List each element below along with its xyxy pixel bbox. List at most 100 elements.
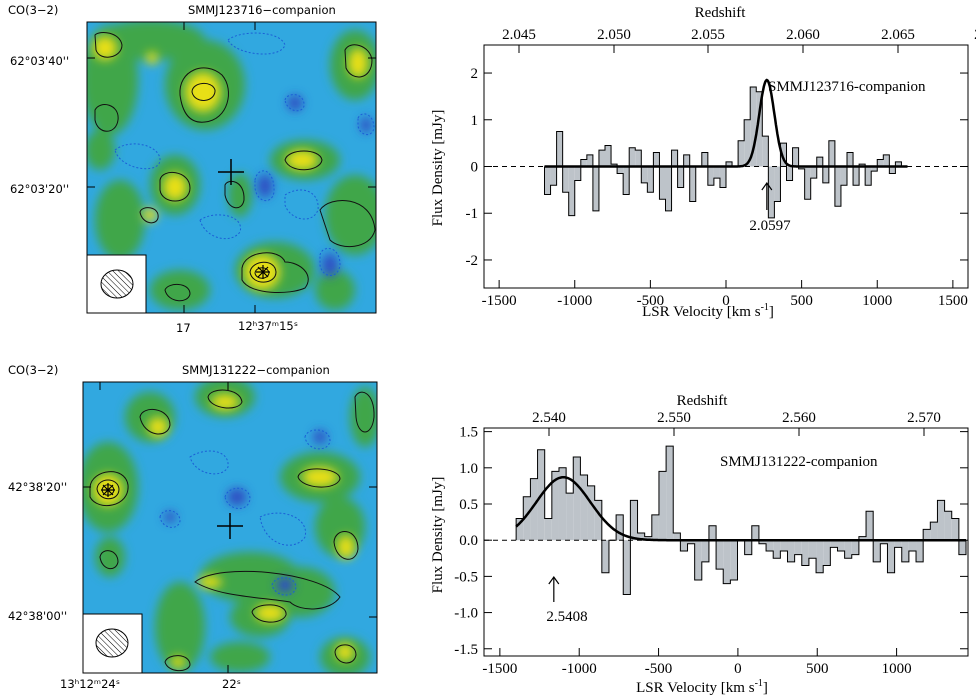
spectrum-bar — [830, 540, 838, 548]
source-annotation: SMMJ123716-companion — [768, 79, 926, 95]
spectrum-bar — [873, 540, 881, 562]
spectrum-step-outline — [544, 86, 908, 219]
spectrum-bar — [617, 166, 624, 174]
spectrum-bar — [766, 540, 774, 552]
spectrum-bar — [774, 166, 781, 202]
spectrum-bar — [866, 511, 874, 541]
spectrum-bar — [562, 166, 569, 193]
redshift-arrow-head — [761, 181, 773, 191]
top-tick-label: 2.060 — [786, 27, 820, 43]
spectrum-bar — [708, 525, 717, 541]
spectrum-bar — [550, 166, 557, 186]
spectrum-bar — [687, 540, 695, 544]
map-source-label: SMMJ123716−companion — [188, 3, 336, 17]
spectrum-bar — [828, 140, 835, 167]
spectrum-bar — [630, 500, 638, 541]
spectrum-bar — [637, 532, 645, 541]
spectrum-bar — [816, 540, 824, 573]
contour-map-image — [82, 381, 378, 674]
x-tick-label: 500 — [790, 293, 813, 309]
spectrum-bar — [780, 540, 788, 552]
spectrum-bar — [810, 166, 817, 179]
spectrum-bar — [594, 500, 602, 541]
x-tick-label: -1000 — [557, 293, 592, 309]
co-map-panel-1: CO(3−2) SMMJ123716−companion 62°03'40'' … — [0, 0, 400, 340]
spectrum-bar — [523, 496, 531, 541]
spectrum-bar — [580, 475, 588, 541]
x-tick-label: 1500 — [938, 293, 968, 309]
top-tick-label: 2.550 — [657, 410, 691, 426]
y-tick-label: -1.0 — [454, 606, 478, 622]
spectrum-bar — [713, 166, 720, 179]
dec-tick-label: 42°38'20'' — [8, 480, 68, 494]
spectrum-bar — [887, 540, 895, 573]
spectrum-bar — [665, 166, 672, 211]
spectrum-bar — [701, 152, 708, 167]
spectrum-bar — [629, 147, 636, 167]
spectrum-bar — [758, 540, 767, 544]
spectrum-bar — [840, 166, 847, 186]
spectrum-bar — [516, 518, 524, 541]
spectrum-bar — [671, 150, 678, 167]
x-tick-label: 1000 — [862, 293, 892, 309]
y-tick-label: -1 — [466, 206, 479, 222]
spectrum-bar — [853, 166, 860, 186]
x-axis-title: LSR Velocity [km s-1] — [636, 678, 768, 696]
spectrum-bar — [544, 166, 551, 195]
top-tick-label: 2.570 — [907, 410, 941, 426]
top-tick-label: 2.055 — [691, 27, 725, 43]
spectrum-bar — [801, 540, 809, 566]
gaussian-fit-line — [544, 78, 908, 168]
spectrum-bar — [641, 166, 648, 183]
x-tick-label: 500 — [806, 661, 829, 677]
map-source-label: SMMJ131222−companion — [182, 363, 330, 377]
spectrum-bar — [658, 471, 667, 541]
spectrum-bar — [601, 540, 609, 573]
spectrum-bar — [930, 522, 938, 541]
x-axis-title: LSR Velocity [km s-1] — [642, 302, 774, 320]
spectrum-bar — [587, 485, 595, 541]
top-tick-label: 2.065 — [881, 27, 915, 43]
spectrum-bar — [738, 140, 745, 167]
spectrum-bar — [780, 143, 787, 167]
ra-tick-label: 12ʰ37ᵐ15ˢ — [238, 319, 299, 333]
spectrum-bar — [792, 147, 799, 167]
spectrum-bar — [958, 540, 967, 555]
y-tick-label: -0.5 — [454, 569, 478, 585]
spectrum-bar — [894, 540, 902, 548]
ra-tick-label: 13ʰ12ᵐ24ˢ — [60, 677, 121, 691]
spectrum-bar — [901, 540, 909, 562]
spectrum-bar — [616, 514, 624, 541]
co-map-panel-2: CO(3−2) SMMJ131222−companion 42°38'20'' … — [0, 357, 400, 697]
spectrum-bar — [677, 166, 684, 188]
dec-tick-label: 42°38'00'' — [8, 609, 68, 623]
dec-tick-label: 62°03'40'' — [10, 54, 70, 68]
spectrum-bar — [744, 119, 751, 167]
spectrum-bar — [794, 540, 802, 555]
spectrum-bar — [701, 540, 709, 562]
top-tick-label: 2.560 — [782, 410, 816, 426]
x-tick-label: 1000 — [882, 661, 912, 677]
spectrum-bar — [804, 166, 811, 200]
spectrum-bar — [847, 152, 854, 167]
spectrum-bar — [558, 467, 567, 541]
spectrum-bar — [653, 152, 660, 167]
y-tick-label: -2 — [466, 253, 479, 269]
spectrum-bar — [707, 166, 714, 186]
y-axis-title: Flux Density [mJy] — [430, 477, 446, 594]
ra-tick-label: 17 — [176, 321, 191, 335]
spectrum-plot-2: Redshift Flux Density [mJy] LSR Velocity… — [430, 393, 969, 696]
y-tick-label: 1.5 — [459, 425, 478, 441]
spectrum-bar — [689, 166, 696, 202]
spectrum-bar — [750, 87, 757, 167]
spectrum-bar — [647, 166, 654, 193]
spectrum-bar — [808, 540, 817, 559]
spectrum-bar — [951, 518, 959, 541]
spectrum-bar — [673, 532, 681, 541]
spectrum-bar — [916, 540, 924, 562]
spectrum-bar — [786, 166, 793, 181]
spectrum-bar — [573, 456, 581, 541]
spectrum-bar — [566, 493, 574, 541]
spectrum-bar — [623, 540, 631, 595]
spectrum-bar — [623, 166, 630, 195]
